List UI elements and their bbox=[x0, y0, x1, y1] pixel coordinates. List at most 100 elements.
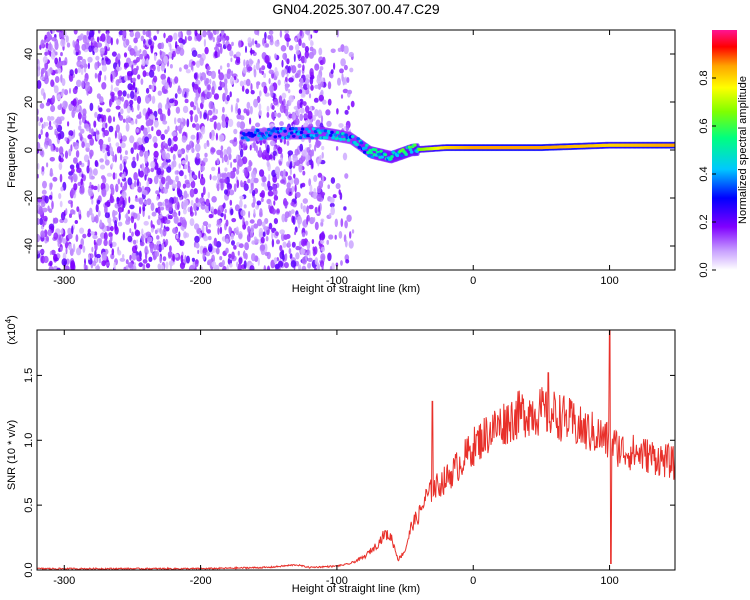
spectrogram-speckle bbox=[249, 265, 255, 270]
spectrogram-speckle bbox=[107, 115, 112, 124]
spectrogram-speckle bbox=[289, 167, 292, 176]
spectrogram-speckle bbox=[339, 68, 344, 74]
spectrogram-speckle bbox=[79, 160, 82, 166]
spectrogram-speckle bbox=[119, 154, 123, 161]
spectrogram-speckle bbox=[233, 128, 238, 135]
spectrogram-speckle bbox=[306, 241, 311, 250]
spectrogram-speckle bbox=[321, 151, 324, 159]
spectrogram-speckle bbox=[229, 263, 233, 268]
spectrogram-speckle bbox=[268, 69, 274, 75]
spectrogram-speckle bbox=[313, 174, 318, 183]
spectrogram-speckle bbox=[206, 113, 209, 122]
spectrogram-speckle bbox=[157, 108, 163, 115]
spectrogram-speckle bbox=[278, 95, 283, 104]
spectrogram-speckle bbox=[298, 89, 303, 94]
spectrogram-speckle bbox=[150, 167, 155, 173]
spectrogram-speckle bbox=[191, 147, 195, 154]
spectrogram-speckle bbox=[251, 253, 256, 262]
spectrogram-speckle bbox=[89, 153, 93, 159]
spectrogram-speckle bbox=[65, 246, 68, 255]
spectrogram-speckle bbox=[136, 178, 140, 187]
spectrogram-speckle bbox=[303, 114, 308, 119]
spectrogram-speckle bbox=[197, 249, 200, 254]
spectrogram-speckle bbox=[267, 62, 272, 69]
spectrogram-ridge-point bbox=[240, 136, 245, 140]
spectrogram-speckle bbox=[260, 190, 265, 199]
spectrogram-speckle bbox=[167, 137, 172, 147]
spectrogram-speckle bbox=[50, 79, 55, 87]
spectrogram-speckle bbox=[298, 241, 302, 248]
spectrogram-speckle bbox=[275, 231, 279, 236]
spectrogram-speckle bbox=[243, 108, 248, 114]
spectrogram-speckle bbox=[312, 216, 316, 223]
spectrogram-speckle bbox=[51, 30, 56, 34]
spectrogram-speckle bbox=[317, 158, 320, 167]
spectrogram-speckle bbox=[172, 227, 178, 234]
spectrogram-speckle bbox=[222, 202, 226, 209]
spectrogram-speckle bbox=[338, 189, 341, 195]
spectrogram-speckle bbox=[200, 165, 205, 172]
spectrogram-speckle bbox=[237, 250, 240, 256]
spectrogram-speckle bbox=[329, 212, 332, 218]
spectrogram-speckle bbox=[203, 235, 209, 242]
spectrogram-speckle bbox=[95, 203, 99, 213]
spectrogram-speckle bbox=[206, 91, 212, 99]
spectrogram-speckle bbox=[69, 213, 72, 218]
spectrogram-speckle bbox=[285, 76, 288, 83]
spectrogram-speckle bbox=[225, 219, 229, 227]
spectrogram-speckle bbox=[304, 89, 310, 95]
spectrogram-speckle bbox=[110, 225, 114, 232]
spectrogram-speckle bbox=[105, 262, 110, 267]
spectrogram-speckle bbox=[190, 134, 196, 140]
spectrogram-speckle bbox=[301, 238, 306, 247]
spectrogram-speckle bbox=[156, 235, 160, 240]
spectrogram-speckle bbox=[154, 229, 158, 235]
spectrogram-speckle bbox=[181, 135, 187, 143]
spectrogram-speckle bbox=[214, 83, 217, 91]
spectrogram-speckle bbox=[213, 105, 215, 113]
spectrogram-speckle bbox=[213, 237, 218, 247]
spectrogram-speckle bbox=[148, 39, 152, 46]
spectrogram-speckle bbox=[90, 128, 94, 136]
spectrogram-speckle bbox=[48, 208, 53, 213]
spectrogram-speckle bbox=[72, 87, 78, 95]
spectrogram-speckle bbox=[129, 48, 135, 56]
spectrogram-speckle bbox=[145, 58, 149, 66]
spectrogram-speckle bbox=[295, 50, 300, 55]
spectrogram-speckle bbox=[207, 235, 212, 241]
spectrogram-speckle bbox=[235, 51, 241, 58]
spectrogram-speckle bbox=[276, 208, 280, 214]
spectrogram-speckle bbox=[305, 154, 311, 161]
spectrogram-speckle bbox=[233, 137, 237, 142]
spectrogram-speckle bbox=[184, 98, 189, 104]
spectrogram-speckle bbox=[97, 237, 103, 244]
spectrogram-speckle bbox=[330, 206, 336, 216]
spectrogram-speckle bbox=[61, 31, 64, 39]
spectrogram-speckle bbox=[164, 103, 169, 110]
spectrogram-speckle bbox=[177, 222, 182, 227]
spectrogram-speckle bbox=[240, 115, 245, 121]
spectrogram-speckle bbox=[246, 111, 250, 116]
snr-xtick-label: -300 bbox=[53, 575, 75, 587]
spectrogram-speckle bbox=[283, 138, 287, 145]
spectrogram-speckle bbox=[146, 180, 149, 187]
spectrogram-speckle bbox=[159, 182, 163, 190]
spectrogram-speckle bbox=[198, 198, 203, 203]
spectrogram-speckle bbox=[220, 145, 224, 151]
spectrogram-speckle bbox=[105, 122, 108, 129]
spectrogram-speckle bbox=[180, 254, 184, 263]
spectrogram-speckle bbox=[209, 132, 212, 139]
spectrogram-speckle bbox=[165, 261, 169, 270]
spectrogram-speckle bbox=[226, 70, 231, 80]
spectrogram-speckle bbox=[157, 263, 162, 270]
spectrogram-speckle bbox=[347, 89, 353, 95]
spectrogram-speckle bbox=[183, 190, 188, 199]
spectrogram-speckle bbox=[94, 62, 99, 70]
spectrogram-speckle bbox=[194, 259, 199, 267]
spectrogram-speckle bbox=[237, 108, 241, 115]
spectrogram-speckle bbox=[103, 239, 108, 247]
spectrogram-speckle bbox=[195, 243, 200, 249]
spectrogram-speckle bbox=[181, 219, 187, 228]
spectrogram-speckle bbox=[110, 37, 114, 46]
spectrogram-speckle bbox=[302, 101, 307, 107]
